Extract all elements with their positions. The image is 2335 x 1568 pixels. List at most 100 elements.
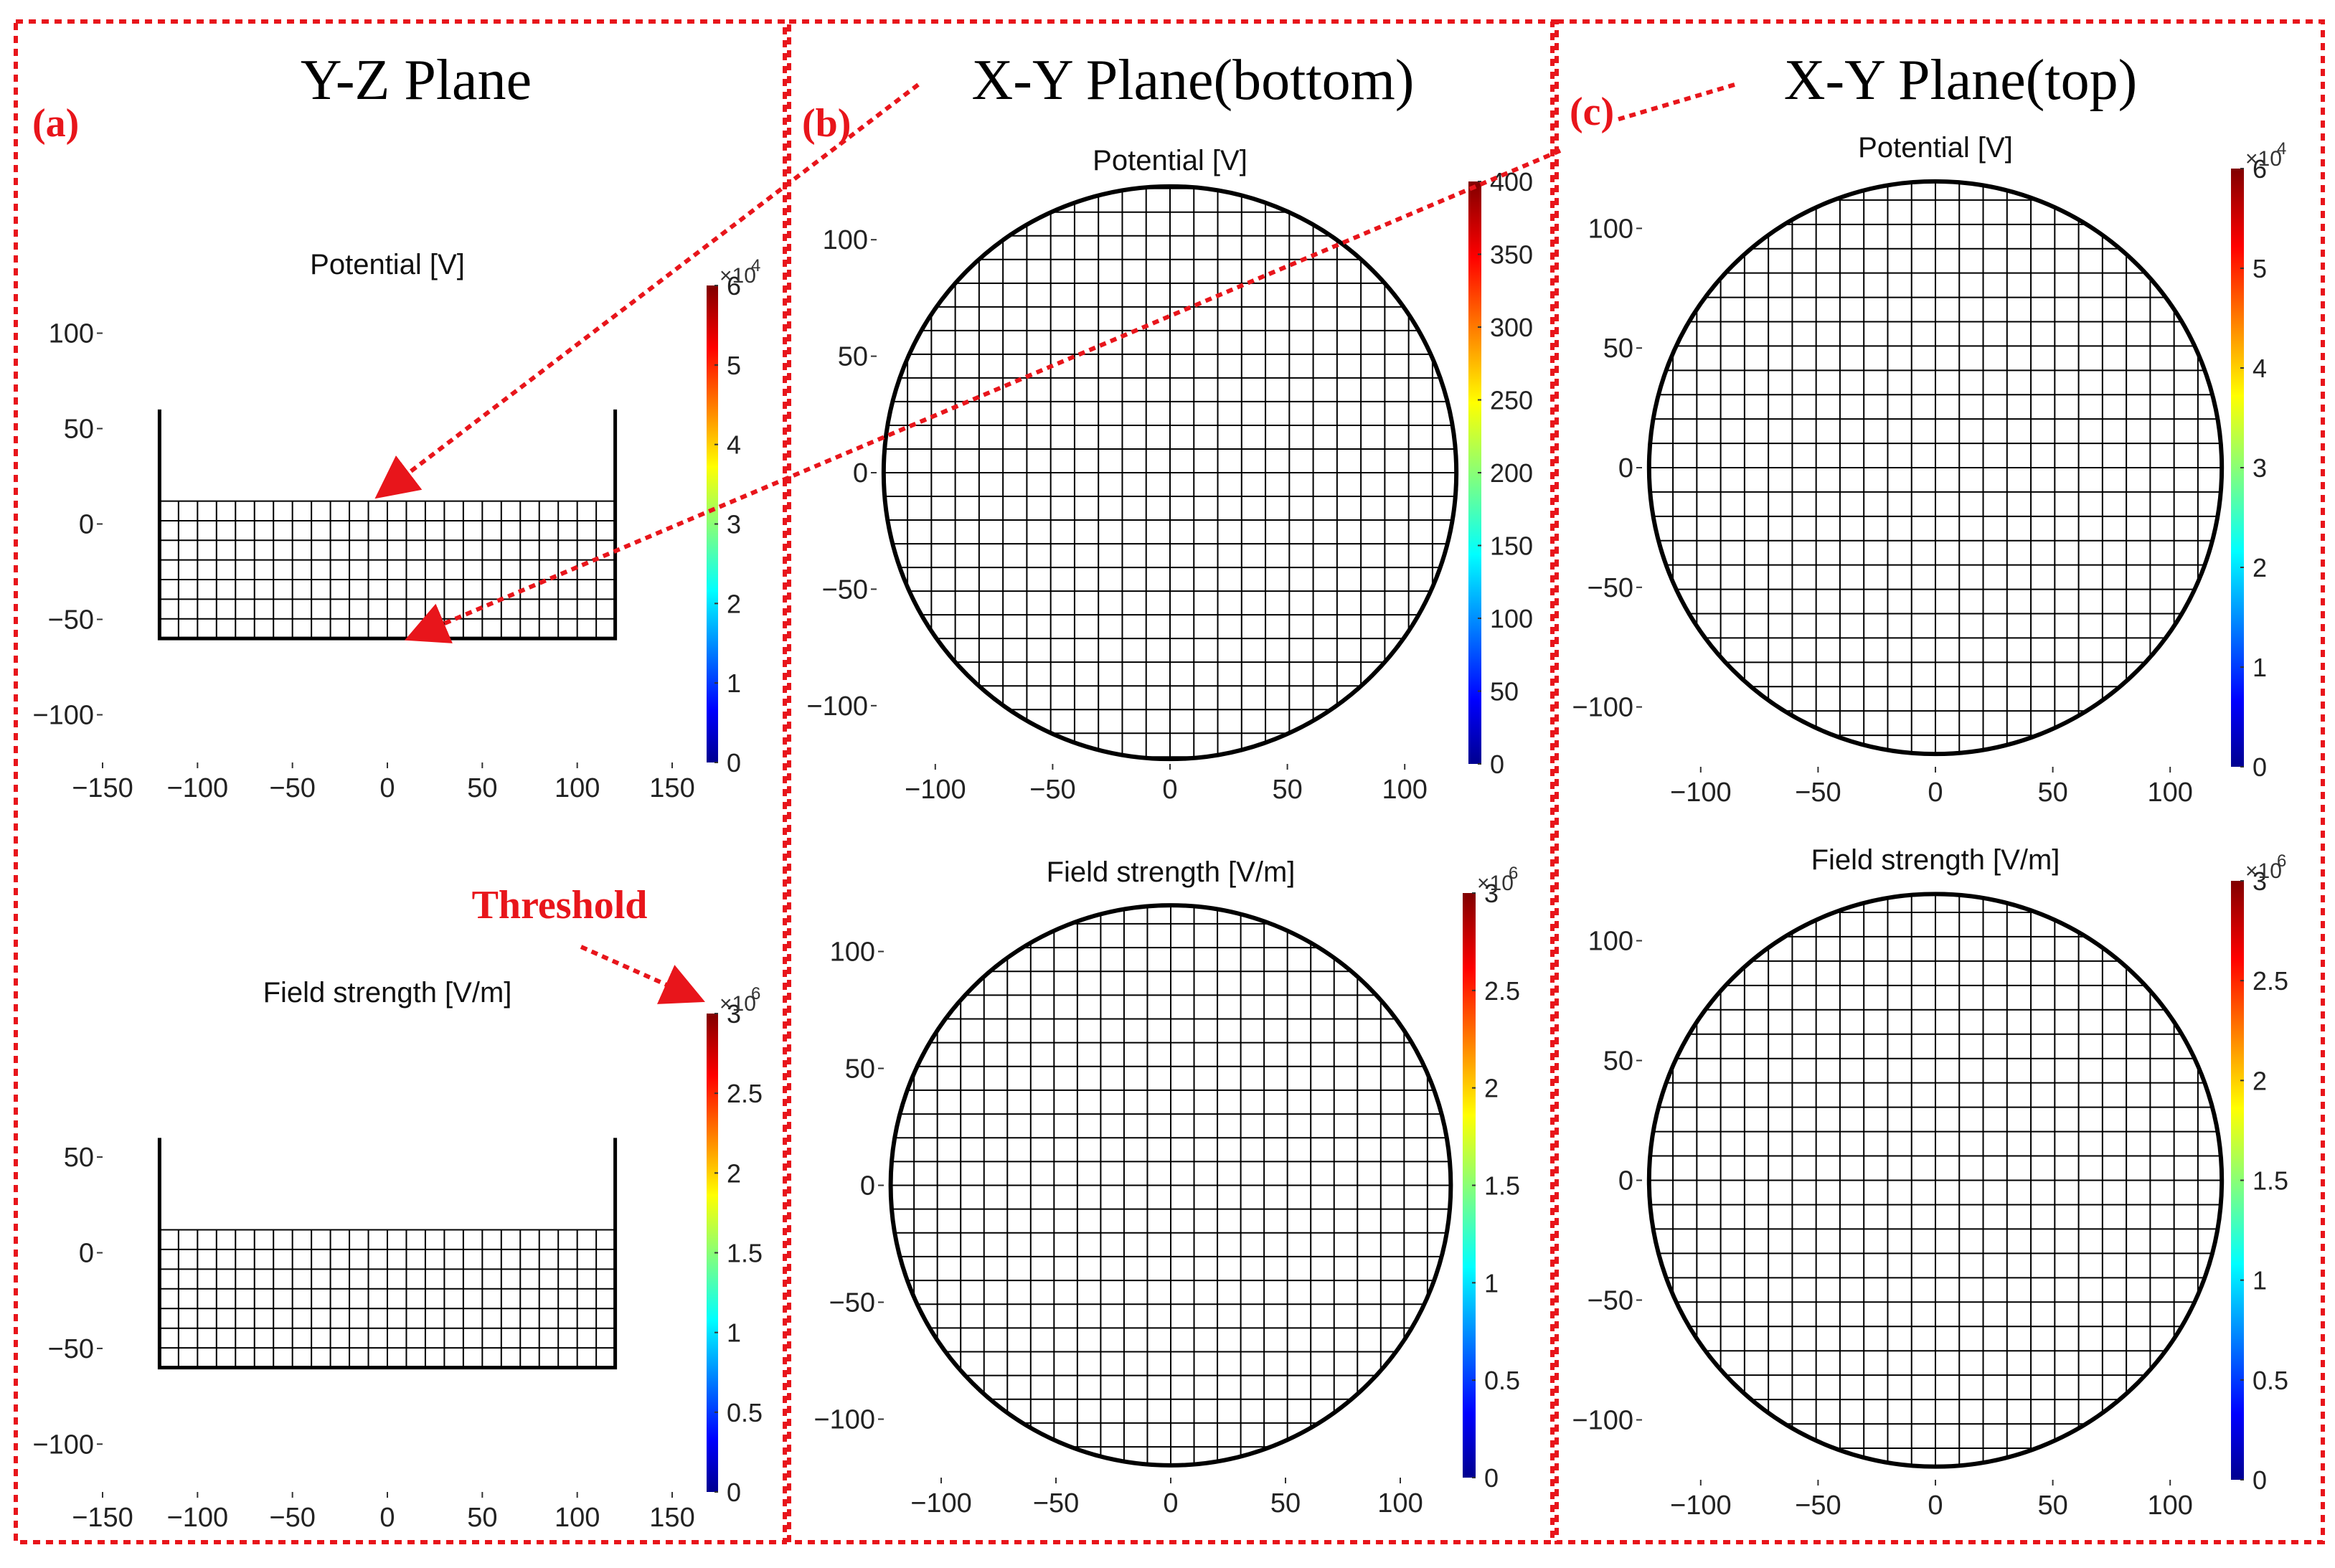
x-tick-label: 0 xyxy=(1928,778,1943,808)
x-tick-label: 50 xyxy=(2037,778,2067,808)
colorbar-tick-label: 3 xyxy=(2253,866,2267,896)
colorbar-tick-label: 0 xyxy=(727,748,741,778)
colorbar-tick-label: 4 xyxy=(2253,354,2267,383)
colorbar-tick-label: 0 xyxy=(1490,750,1504,779)
y-tick-label: 0 xyxy=(853,458,868,488)
colorbar-tick-label: 2 xyxy=(2253,1066,2267,1095)
container-outline xyxy=(157,409,618,641)
colorbar-tick-label: 3 xyxy=(727,999,741,1029)
y-tick-label: 50 xyxy=(64,1143,94,1173)
annotation-arrows xyxy=(374,82,1735,1004)
y-tick-label: −100 xyxy=(1572,693,1633,723)
colorbar-tick-label: 5 xyxy=(2253,254,2267,283)
colorbar-tick-label: 3 xyxy=(1484,879,1499,908)
x-tick-label: −100 xyxy=(910,1488,972,1519)
panel-b-title: X-Y Plane(bottom) xyxy=(972,49,1415,112)
colorbar-tick-label: 5 xyxy=(727,351,741,380)
colorbar-gradient xyxy=(2231,169,2244,767)
colorbar-gradient xyxy=(707,1014,718,1492)
x-tick-label: 0 xyxy=(379,773,395,803)
x-tick-label: 100 xyxy=(1377,1488,1423,1519)
x-tick-label: 150 xyxy=(649,773,694,803)
x-tick-label: −100 xyxy=(167,773,229,803)
x-tick-label: −150 xyxy=(72,773,133,803)
x-tick-label: −100 xyxy=(1670,778,1732,808)
x-tick-label: 0 xyxy=(1162,775,1177,805)
x-tick-label: −50 xyxy=(269,773,315,803)
colorbar-tick-label: 2 xyxy=(727,589,741,618)
panel-b-label: (b) xyxy=(802,101,851,146)
y-tick-label: 100 xyxy=(1588,214,1633,244)
container-outline xyxy=(157,1138,618,1370)
y-tick-label: −50 xyxy=(1588,1286,1633,1316)
panel-a-title: Y-Z Plane xyxy=(301,49,532,112)
colorbar-tick-label: 1 xyxy=(727,669,741,698)
colorbar-tick-label: 1 xyxy=(2253,653,2267,682)
y-tick-label: 100 xyxy=(49,319,94,349)
y-tick-label: 50 xyxy=(1603,1047,1633,1077)
x-tick-label: 0 xyxy=(379,1503,395,1533)
x-tick-label: −50 xyxy=(1795,778,1841,808)
colorbar: 0 0.5 1 1.5 2 2.5 3×106 xyxy=(1463,864,1520,1493)
xy-bottom-field-plot: −100 −50 0 50 100 −100 −50 0 50 100 Field strength… xyxy=(813,856,1520,1519)
axes: −150 −100 −50 0 50 100 150 −100 −50 0 50 100 xyxy=(32,319,694,804)
x-tick-label: −100 xyxy=(167,1503,229,1533)
colorbar-tick-label: 1 xyxy=(727,1318,741,1348)
colorbar-tick-label: 1 xyxy=(2253,1266,2267,1295)
colorbar-tick-label: 100 xyxy=(1490,604,1533,633)
x-tick-label: 100 xyxy=(555,773,600,803)
x-tick-label: 100 xyxy=(2147,1491,2192,1521)
x-tick-label: −50 xyxy=(269,1503,315,1533)
colorbar-tick-label: 1.5 xyxy=(2253,1166,2288,1196)
y-tick-label: 100 xyxy=(830,938,875,968)
x-tick-label: 150 xyxy=(649,1503,694,1533)
mesh-grid xyxy=(157,409,618,641)
colorbar-tick-label: 0 xyxy=(727,1478,741,1507)
colorbar: 0 0.5 1 1.5 2 2.5 3×106 xyxy=(707,984,763,1507)
colorbar-exponent: 4 xyxy=(751,256,760,275)
x-tick-label: 100 xyxy=(2147,778,2192,808)
colorbar-tick-label: 0.5 xyxy=(727,1398,763,1427)
colorbar-tick-label: 250 xyxy=(1490,386,1533,415)
x-tick-label: 0 xyxy=(1163,1488,1178,1519)
x-tick-label: 50 xyxy=(467,773,497,803)
y-tick-label: −100 xyxy=(813,1405,875,1435)
colorbar-tick-label: 150 xyxy=(1490,532,1533,561)
panel-a-label: (a) xyxy=(32,101,79,146)
mesh-grid xyxy=(888,903,1453,1468)
arrow-from-top-title xyxy=(1613,82,1735,123)
colorbar-multiplier: ×10 xyxy=(2245,859,2282,883)
colorbar-tick-label: 350 xyxy=(1490,240,1533,270)
threshold-label: Threshold xyxy=(472,883,648,927)
plot-title: Potential [V] xyxy=(1093,145,1247,176)
colorbar-multiplier: ×10 xyxy=(720,992,756,1016)
y-tick-label: 0 xyxy=(860,1171,875,1201)
panel-a-frame xyxy=(14,19,787,1544)
panel-c-frame xyxy=(1555,19,2325,1544)
y-tick-label: −100 xyxy=(1572,1406,1633,1436)
y-tick-label: 50 xyxy=(845,1054,875,1085)
y-tick-label: −100 xyxy=(32,701,94,731)
colorbar-exponent: 6 xyxy=(2277,851,2286,871)
colorbar-tick-label: 200 xyxy=(1490,458,1533,488)
x-tick-label: −150 xyxy=(72,1503,133,1533)
colorbar-tick-label: 2.5 xyxy=(2253,966,2288,996)
x-tick-label: 50 xyxy=(1270,1488,1301,1519)
colorbar-tick-label: 6 xyxy=(727,271,741,301)
colorbar-tick-label: 2.5 xyxy=(727,1079,763,1108)
field-above-grid xyxy=(176,1133,598,1234)
arrow-to-potential-peak xyxy=(374,82,920,499)
lower-region xyxy=(103,638,672,762)
x-tick-label: −50 xyxy=(1795,1491,1841,1521)
x-tick-label: 50 xyxy=(467,1503,497,1533)
potential-hotspot xyxy=(171,429,593,668)
colorbar-tick-label: 2 xyxy=(1484,1074,1499,1103)
y-tick-label: 100 xyxy=(1588,927,1633,957)
sample-boundary xyxy=(1646,892,2225,1469)
y-tick-label: 0 xyxy=(1618,1166,1633,1196)
colorbar-multiplier: ×10 xyxy=(2245,147,2282,171)
colorbar-exponent: 4 xyxy=(2277,139,2286,159)
mesh-grid xyxy=(1646,892,2225,1469)
colorbar-tick-label: 300 xyxy=(1490,313,1533,342)
